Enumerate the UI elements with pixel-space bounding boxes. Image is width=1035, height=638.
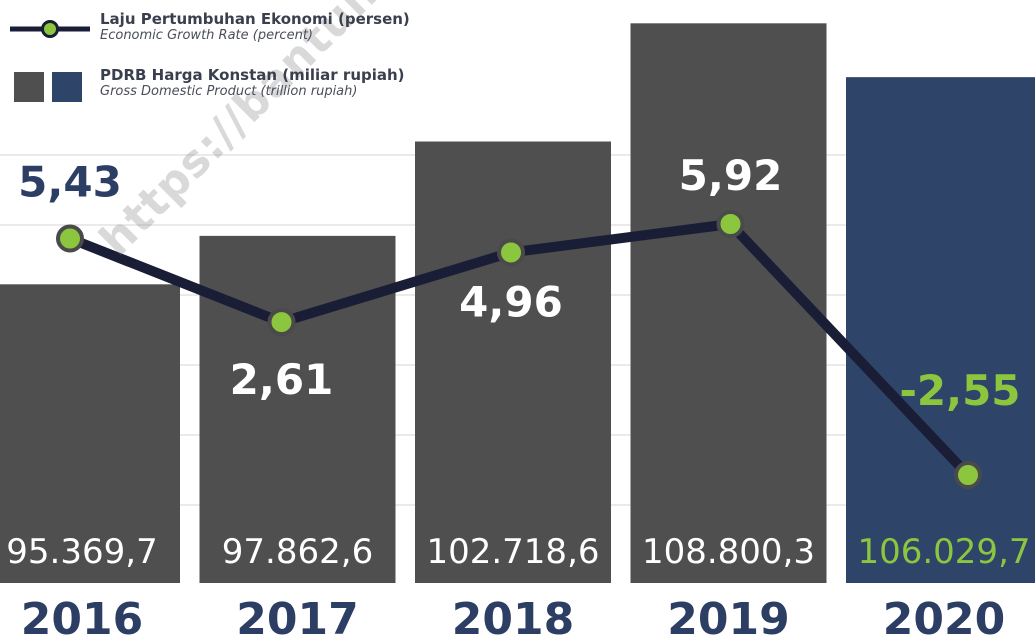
x-tick-label: 2020 — [883, 594, 1005, 638]
legend-gdp-sublabel: Gross Domestic Product (trillion rupiah) — [100, 84, 358, 99]
x-tick-label: 2019 — [667, 594, 789, 638]
bar-value-label: 108.800,3 — [642, 532, 815, 572]
bar-2016 — [0, 284, 180, 583]
x-tick-label: 2017 — [236, 594, 358, 638]
growth-point-2016 — [56, 224, 84, 253]
growth-point-2018 — [497, 238, 525, 267]
x-tick-label: 2016 — [21, 594, 143, 638]
x-tick-label: 2018 — [452, 594, 574, 638]
growth-value-label: -2,55 — [899, 366, 1020, 415]
legend-navy-swatch-icon — [52, 72, 82, 102]
growth-value-label: 5,43 — [18, 158, 122, 207]
bar-value-label: 97.862,6 — [222, 532, 373, 572]
legend-growth-sublabel: Economic Growth Rate (percent) — [100, 28, 313, 43]
growth-value-label: 4,96 — [459, 277, 563, 326]
bar-2018 — [415, 141, 611, 583]
bar-2019 — [630, 23, 827, 584]
growth-value-label: 2,61 — [230, 355, 334, 404]
legend-gdp-label: PDRB Harga Konstan (miliar rupiah) — [100, 66, 405, 84]
bar-value-label: 102.718,6 — [426, 532, 599, 572]
growth-value-label: 5,92 — [679, 151, 783, 200]
bar-2020 — [846, 77, 1035, 584]
legend-growth-label: Laju Pertumbuhan Ekonomi (persen) — [100, 10, 410, 28]
growth-line-series — [56, 210, 982, 489]
bar-2017 — [199, 235, 396, 584]
growth-point-2017 — [267, 308, 296, 337]
bar-value-label: 95.369,7 — [6, 532, 157, 572]
data-labels: 95.369,7 2016 97.862,6 2017 102.718,6 2018 108… — [6, 151, 1030, 638]
legend-line-marker-icon — [10, 20, 90, 38]
growth-point-2019 — [716, 210, 745, 238]
legend-gray-swatch-icon — [14, 72, 44, 102]
bar-value-label: 106.029,7 — [857, 532, 1030, 572]
growth-point-2020 — [954, 461, 982, 489]
